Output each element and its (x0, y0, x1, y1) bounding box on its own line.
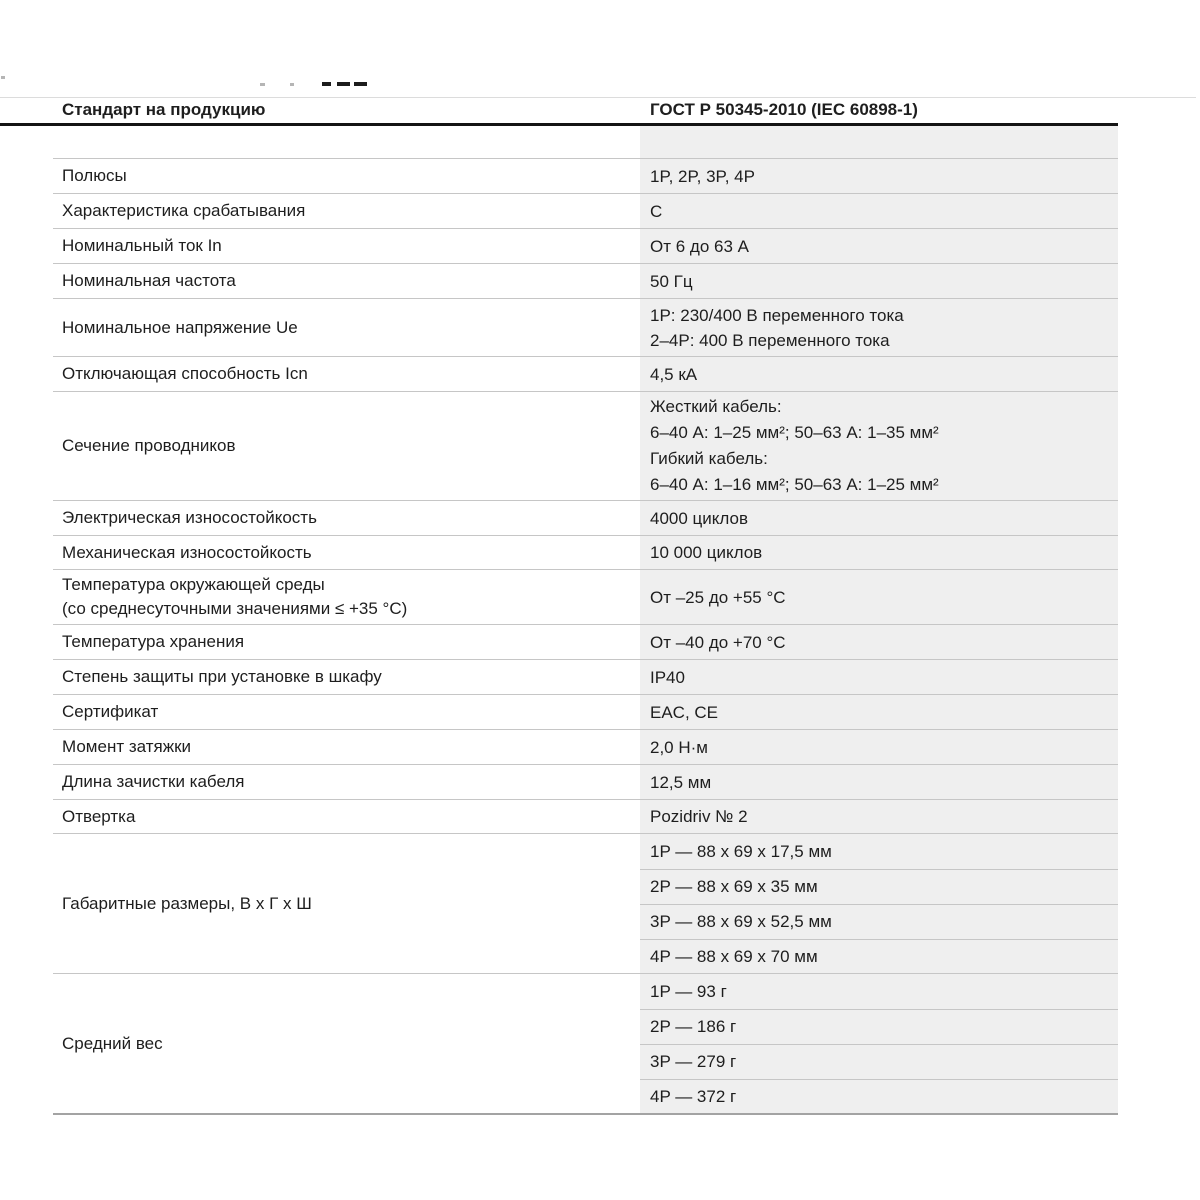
spec-value (640, 126, 1118, 158)
spec-row: Температура хранения От –40 до +70 °C (53, 624, 1118, 659)
spec-label: Номинальная частота (53, 264, 640, 298)
spec-value: EAC, CE (640, 695, 1118, 729)
spec-value-line: 6–40 А: 1–16 мм²; 50–63 А: 1–25 мм² (650, 475, 939, 494)
spec-label: Электрическая износостойкость (53, 501, 640, 535)
spec-row: Момент затяжки 2,0 Н·м (53, 729, 1118, 764)
spec-row-dimensions: Габаритные размеры, В х Г х Ш 1P — 88 x … (53, 833, 1118, 973)
spec-value: IP40 (640, 660, 1118, 694)
cropped-text-fragment (290, 83, 294, 86)
spec-label: Сечение проводников (53, 392, 640, 500)
cropped-text-fragment (260, 83, 265, 86)
spec-row: Отвертка Pozidriv № 2 (53, 799, 1118, 833)
spec-value: C (640, 194, 1118, 228)
spec-value: Pozidriv № 2 (640, 800, 1118, 833)
spec-row: Номинальный ток In От 6 до 63 А (53, 228, 1118, 263)
spec-label: Температура хранения (53, 625, 640, 659)
spec-label: Температура окружающей среды (со среднес… (53, 570, 640, 624)
spec-label: Средний вес (53, 974, 640, 1113)
spec-value: 4,5 кА (640, 357, 1118, 391)
spec-label: Габаритные размеры, В х Г х Ш (53, 834, 640, 973)
spec-subvalue: 3P — 88 x 69 x 52,5 мм (640, 904, 1118, 939)
spec-label: Характеристика срабатывания (53, 194, 640, 228)
spec-label: Полюсы (53, 159, 640, 193)
spec-row-weight: Средний вес 1P — 93 г 2P — 186 г 3P — 27… (53, 973, 1118, 1113)
spec-row: Характеристика срабатывания C (53, 193, 1118, 228)
spec-label: Сертификат (53, 695, 640, 729)
spec-value: 1P: 230/400 В переменного тока 2–4P: 400… (640, 299, 1118, 356)
spec-row: Электрическая износостойкость 4000 цикло… (53, 500, 1118, 535)
cropped-text-fragment (354, 82, 367, 86)
spec-label: Номинальное напряжение Ue (53, 299, 640, 356)
spec-subvalue: 2P — 88 x 69 x 35 мм (640, 869, 1118, 904)
table-header-row: Стандарт на продукцию ГОСТ Р 50345-2010 … (53, 97, 1118, 123)
spec-value-line: 2–4P: 400 В переменного тока (650, 330, 890, 350)
spec-subvalue: 3P — 279 г (640, 1044, 1118, 1079)
spec-subvalue: 1P — 88 x 69 x 17,5 мм (650, 841, 832, 861)
spec-value-line: Гибкий кабель: (650, 449, 768, 468)
cropped-text-fragment (1, 76, 5, 79)
spec-value-line: 1P: 230/400 В переменного тока (650, 305, 904, 325)
spec-value: 2,0 Н·м (640, 730, 1118, 764)
spec-value: Жесткий кабель: 6–40 А: 1–25 мм²; 50–63 … (640, 392, 1118, 500)
spec-label: Механическая износостойкость (53, 536, 640, 569)
spec-subvalue: 1P — 93 г (650, 981, 727, 1001)
spec-subvalue: 4P — 372 г (640, 1079, 1118, 1114)
spec-row: Сертификат EAC, CE (53, 694, 1118, 729)
spec-subvalue: 4P — 88 x 69 x 70 мм (640, 939, 1118, 974)
spec-row: Температура окружающей среды (со среднес… (53, 569, 1118, 624)
spec-subvalue: 2P — 186 г (640, 1009, 1118, 1044)
spec-label: Момент затяжки (53, 730, 640, 764)
spec-value: 10 000 циклов (640, 536, 1118, 569)
table-top-rule (0, 97, 1196, 98)
spec-row: Полюсы 1P, 2P, 3P, 4P (53, 158, 1118, 193)
spec-value: От –40 до +70 °C (640, 625, 1118, 659)
spec-label: Отвертка (53, 800, 640, 833)
cropped-text-fragment (322, 82, 331, 86)
spec-value-group: 1P — 88 x 69 x 17,5 мм 2P — 88 x 69 x 35… (640, 834, 1118, 973)
spec-label-line: (со среднесуточными значениями ≤ +35 °C) (62, 599, 408, 618)
spec-value-line: Жесткий кабель: (650, 397, 782, 416)
spec-table: Полюсы 1P, 2P, 3P, 4P Характеристика сра… (53, 126, 1118, 1115)
spec-row: Отключающая способность Icn 4,5 кА (53, 356, 1118, 391)
spec-value-line: 6–40 А: 1–25 мм²; 50–63 А: 1–35 мм² (650, 423, 939, 442)
spec-value: 50 Гц (640, 264, 1118, 298)
spec-value: 1P, 2P, 3P, 4P (640, 159, 1118, 193)
spec-row-empty (53, 126, 1118, 158)
spec-label (53, 126, 640, 158)
spec-label: Отключающая способность Icn (53, 357, 640, 391)
spec-value: От –25 до +55 °C (640, 570, 1118, 624)
spec-row: Степень защиты при установке в шкафу IP4… (53, 659, 1118, 694)
spec-row: Номинальная частота 50 Гц (53, 263, 1118, 298)
spec-label: Степень защиты при установке в шкафу (53, 660, 640, 694)
spec-label: Длина зачистки кабеля (53, 765, 640, 799)
spec-value: 4000 циклов (640, 501, 1118, 535)
spec-value-group: 1P — 93 г 2P — 186 г 3P — 279 г 4P — 372… (640, 974, 1118, 1113)
spec-value: От 6 до 63 А (640, 229, 1118, 263)
spec-value: 12,5 мм (640, 765, 1118, 799)
spec-row: Длина зачистки кабеля 12,5 мм (53, 764, 1118, 799)
spec-row: Номинальное напряжение Ue 1P: 230/400 В … (53, 298, 1118, 356)
header-label: Стандарт на продукцию (62, 100, 266, 119)
header-underline-rule (0, 123, 1118, 126)
header-value: ГОСТ Р 50345-2010 (IEC 60898-1) (650, 100, 918, 119)
spec-label-line: Температура окружающей среды (62, 575, 325, 594)
spec-label: Номинальный ток In (53, 229, 640, 263)
spec-row: Механическая износостойкость 10 000 цикл… (53, 535, 1118, 569)
spec-row: Сечение проводников Жесткий кабель: 6–40… (53, 391, 1118, 500)
cropped-text-fragment (337, 82, 350, 86)
